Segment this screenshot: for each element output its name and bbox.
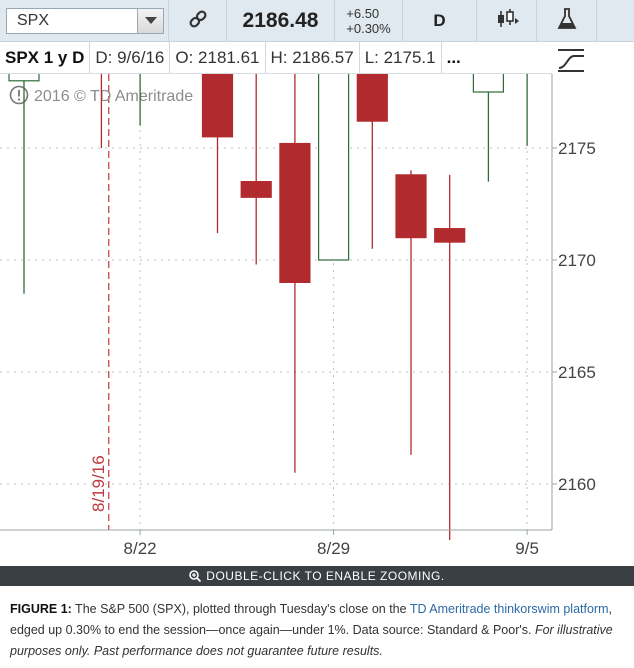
link-icon — [187, 8, 209, 35]
aggregation-button[interactable]: D — [403, 0, 477, 42]
candle-body — [240, 180, 272, 198]
candle-body — [395, 174, 427, 239]
last-price: 2186.48 — [242, 9, 319, 32]
candle — [434, 174, 466, 540]
candle — [318, 74, 350, 261]
info-low: L: 2175.1 — [360, 42, 442, 73]
candle — [8, 74, 40, 294]
figure-caption: FIGURE 1: The S&P 500 (SPX), plotted thr… — [10, 599, 626, 662]
last-price-cell: 2186.48 — [227, 0, 335, 42]
info-high: H: 2186.57 — [266, 42, 360, 73]
style-toggle-button[interactable] — [556, 46, 586, 74]
symbol-selector[interactable]: SPX — [6, 8, 164, 34]
curve-line-icon — [556, 49, 586, 78]
candle — [356, 74, 388, 249]
caption-link[interactable]: TD Ameritrade thinkorswim platform — [409, 602, 609, 616]
toolbar-divider — [168, 0, 169, 42]
price-tick-label: 2160 — [558, 475, 596, 494]
candle-body — [434, 228, 466, 243]
candle — [395, 170, 427, 455]
caption-disclaimer: For illustrative purposes only. Past per… — [10, 623, 613, 658]
candles — [8, 74, 528, 540]
price-chart[interactable]: 8/19/16 2016 © TD Ameritrade 2160 2165 217… — [0, 74, 634, 566]
event-label: 8/19/16 — [89, 455, 108, 512]
time-tick-label: 9/5 — [515, 539, 539, 558]
info-more[interactable]: ... — [446, 47, 461, 67]
candle — [201, 74, 234, 234]
candle-body — [472, 74, 504, 93]
price-tick-label: 2170 — [558, 251, 596, 270]
studies-button[interactable] — [537, 0, 597, 42]
candle — [472, 74, 504, 182]
candle — [139, 74, 141, 126]
chart-style-button[interactable] — [477, 0, 537, 42]
info-open: O: 2181.61 — [170, 42, 266, 73]
price-tick-label: 2165 — [558, 363, 596, 382]
candle-body — [356, 74, 388, 122]
zoom-hint-bar[interactable]: DOUBLE-CLICK TO ENABLE ZOOMING. — [0, 566, 634, 586]
net-change: +6.50 — [346, 6, 380, 21]
watermark-text: 2016 © TD Ameritrade — [34, 88, 193, 105]
chart-info-bar: SPX 1 y D D: 9/6/16 O: 2181.61 H: 2186.5… — [0, 42, 552, 74]
percent-change: +0.30% — [346, 21, 391, 36]
candle — [240, 74, 272, 265]
flask-icon — [556, 7, 578, 36]
chart-title: SPX 1 y D — [0, 42, 91, 73]
toolbar: SPX 2186.48 +6.50 +0.30% D — [0, 0, 634, 42]
info-date: D: 9/6/16 — [90, 42, 171, 73]
chevron-down-icon[interactable] — [137, 9, 163, 33]
event-marker: 8/19/16 — [89, 74, 110, 530]
plot-area — [0, 74, 552, 530]
caption-text-1: The S&P 500 (SPX), plotted through Tuesd… — [71, 602, 410, 616]
caption-text-2: , edged up 0.30% to end the session—once… — [10, 602, 612, 637]
candle-body — [279, 142, 311, 284]
symbol-value: SPX — [17, 12, 50, 29]
grid — [0, 74, 552, 530]
candlestick-icon — [495, 8, 519, 35]
zoom-hint-text: DOUBLE-CLICK TO ENABLE ZOOMING. — [206, 569, 445, 583]
candle-body — [201, 74, 234, 138]
zoom-in-icon — [189, 570, 202, 582]
candle — [279, 74, 311, 473]
time-tick-label: 8/22 — [124, 539, 157, 558]
change-cell: +6.50 +0.30% — [335, 0, 403, 42]
link-button[interactable] — [169, 0, 227, 42]
time-tick-label: 8/29 — [317, 539, 350, 558]
price-tick-label: 2175 — [558, 139, 596, 158]
price-axis: 21602165217021752180218521902195 — [552, 139, 596, 494]
candle-body — [8, 74, 40, 82]
info-circle-icon — [9, 85, 29, 105]
candle — [100, 74, 103, 148]
caption-label: FIGURE 1: — [10, 602, 72, 616]
aggregation-label: D — [433, 11, 446, 30]
candle — [526, 74, 528, 146]
candle-body — [318, 74, 350, 261]
time-axis: 8/22 8/29 9/5 — [124, 530, 539, 558]
